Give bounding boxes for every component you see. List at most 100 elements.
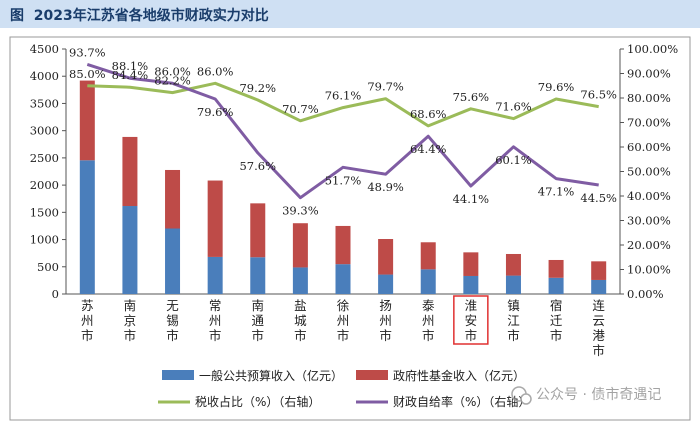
right-axis-tick-label: 10.00% [627,263,671,277]
bar-general-budget [378,274,394,294]
legend-label-self-sufficiency: 财政自给率（%）（右轴） [393,394,530,409]
legend-label-general-budget: 一般公共预算收入（亿元） [199,368,343,383]
bar-general-budget [122,206,138,294]
bar-fund-revenue [463,252,479,276]
tax-ratio-data-label: 84.4% [112,68,149,82]
right-axis-tick-label: 50.00% [627,165,671,179]
category-label-char: 盐 [294,298,307,313]
title-bar: 图 2023年江苏省各地级市财政实力对比 [0,0,700,28]
left-axis-tick-label: 3000 [30,124,59,138]
self-sufficiency-data-label: 44.1% [453,192,490,206]
self-sufficiency-data-label: 47.1% [538,185,575,199]
tax-ratio-data-label: 76.1% [325,89,362,103]
left-axis-tick-label: 0 [52,287,59,301]
category-label-char: 苏 [81,298,94,313]
tax-ratio-data-label: 79.7% [367,80,404,94]
category-label-char: 市 [209,328,222,343]
bar-general-budget [591,279,607,294]
bar-fund-revenue [378,239,394,275]
watermark-text: 公众号 · 债市奇遇记 [536,386,661,403]
right-axis-tick-label: 20.00% [627,238,671,252]
tax-ratio-data-label: 71.6% [495,100,532,114]
line-tax-ratio [87,81,599,128]
category-label-char: 泰 [422,298,435,313]
tax-ratio-data-label: 70.7% [282,102,319,116]
bar-general-budget [79,160,95,294]
figure-label: 图 [10,8,24,24]
category-label-char: 常 [209,298,222,313]
bar-fund-revenue [591,261,607,280]
self-sufficiency-data-label: 64.4% [410,142,447,156]
left-axis-tick-label: 3500 [30,96,59,110]
title-text: 2023年江苏省各地级市财政实力对比 [33,8,269,24]
category-label-char: 州 [81,313,94,328]
self-sufficiency-data-label: 44.5% [580,191,617,205]
watermark: 公众号 · 债市奇遇记 [511,386,661,405]
self-sufficiency-data-label: 57.6% [239,159,276,173]
left-axis-tick-label: 4000 [30,69,59,83]
left-axis-tick-label: 2500 [30,151,59,165]
category-label-char: 市 [592,343,605,358]
category-label-char: 云 [592,313,605,328]
right-axis-tick-label: 0.00% [627,287,664,301]
right-axis-tick-label: 30.00% [627,214,671,228]
category-label-char: 连 [592,298,605,313]
legend-swatch-general-budget [162,370,194,380]
legend-swatch-fund-revenue [356,370,388,380]
bar-general-budget [505,275,521,294]
self-sufficiency-data-label: 79.6% [197,105,234,119]
category-label-char: 迁 [550,313,563,328]
category-label-char: 淮 [465,298,478,313]
legend-label-tax-ratio: 税收占比（%）（右轴） [195,394,320,409]
bar-general-budget [548,277,564,294]
category-label-char: 州 [379,313,392,328]
self-sufficiency-data-label: 86.0% [154,64,191,78]
bar-fund-revenue [548,259,564,278]
bar-general-budget [250,257,266,294]
bar-fund-revenue [250,203,266,258]
category-label-char: 镇 [507,298,520,313]
bar-general-budget [463,275,479,294]
left-axis-tick-label: 2000 [30,178,59,192]
category-label-char: 市 [337,328,350,343]
right-axis-tick-label: 60.00% [627,140,671,154]
category-label-char: 市 [422,328,435,343]
bar-fund-revenue [292,223,308,268]
category-label-char: 市 [166,328,179,343]
legend-label-fund-revenue: 政府性基金收入（亿元） [393,368,525,383]
category-label-char: 州 [209,313,222,328]
self-sufficiency-data-label: 39.3% [282,204,319,218]
bar-fund-revenue [79,80,95,161]
self-sufficiency-data-label: 48.9% [367,180,404,194]
category-label-char: 通 [252,313,265,328]
bar-general-budget [165,228,181,294]
self-sufficiency-data-label: 93.7% [69,45,106,59]
right-axis-tick-label: 100.00% [627,42,678,56]
category-label-char: 安 [465,313,478,328]
self-sufficiency-data-label: 51.7% [325,173,362,187]
bar-fund-revenue [420,242,436,270]
left-axis-tick-label: 4500 [30,42,59,56]
tax-ratio-data-label: 85.0% [69,67,106,81]
category-label-char: 州 [422,313,435,328]
bar-fund-revenue [165,169,181,229]
data-labels: 85.0% 84.4% 82.2%86.0%79.2%70.7%76.1%79.7%… [69,45,617,217]
tax-ratio-data-label: 79.2% [239,81,276,95]
legend: 一般公共预算收入（亿元） 政府性基金收入（亿元） 税收占比（%）（右轴） 财政自给率（… [158,368,530,409]
right-axis-tick-label: 90.00% [627,67,671,81]
lines [86,62,599,200]
bar-fund-revenue [122,136,138,207]
bar-general-budget [292,267,308,294]
category-label-char: 无 [166,298,179,313]
self-sufficiency-data-label: 60.1% [495,153,532,167]
wechat-icon-bubble [520,393,532,405]
category-label-char: 江 [507,313,520,328]
category-label-char: 城 [294,313,307,328]
left-axis-tick-label: 1000 [30,233,59,247]
right-axis-tick-label: 80.00% [627,91,671,105]
self-sufficiency-data-label: 88.1% [112,59,149,73]
right-axis-tick-label: 70.00% [627,116,671,130]
tax-ratio-data-label: 86.0% [197,64,234,78]
